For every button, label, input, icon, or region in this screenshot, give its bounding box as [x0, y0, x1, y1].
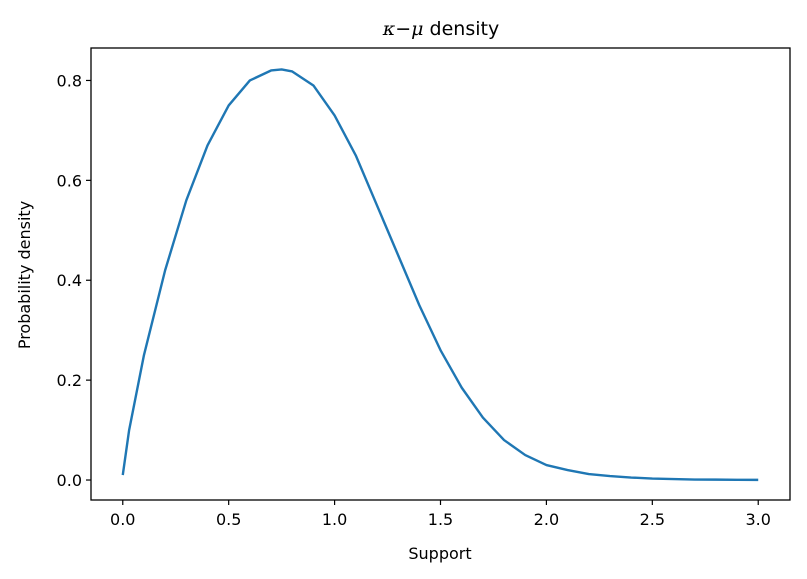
- y-tick-label: 0.0: [57, 471, 82, 490]
- title-mu: μ: [411, 18, 423, 40]
- title-rest: density: [424, 18, 500, 40]
- y-tick-label: 0.8: [57, 71, 82, 90]
- x-tick-label: 2.0: [534, 510, 559, 529]
- density-series-line: [121, 68, 759, 482]
- x-tick-label: 0.0: [110, 510, 135, 529]
- x-axis-label: Support: [408, 544, 471, 563]
- plot-area: [121, 68, 759, 482]
- y-tick-label: 0.6: [57, 171, 82, 190]
- y-tick-label: 0.2: [57, 371, 82, 390]
- title-minus: −: [395, 18, 411, 40]
- chart-title: κ−μ density: [382, 18, 499, 40]
- title-kappa: κ: [382, 18, 396, 40]
- x-tick-label: 1.0: [322, 510, 347, 529]
- y-tick-label: 0.4: [57, 271, 82, 290]
- x-tick-label: 2.5: [640, 510, 665, 529]
- y-axis-label: Probability density: [15, 201, 34, 349]
- x-tick-label: 0.5: [216, 510, 241, 529]
- plot-frame: [90, 47, 791, 501]
- y-axis: 0.0 0.2 0.4 0.6 0.8: [57, 71, 91, 490]
- x-tick-label: 1.5: [428, 510, 453, 529]
- x-axis: 0.0 0.5 1.0 1.5 2.0 2.5 3.0: [110, 500, 771, 529]
- x-tick-label: 3.0: [746, 510, 771, 529]
